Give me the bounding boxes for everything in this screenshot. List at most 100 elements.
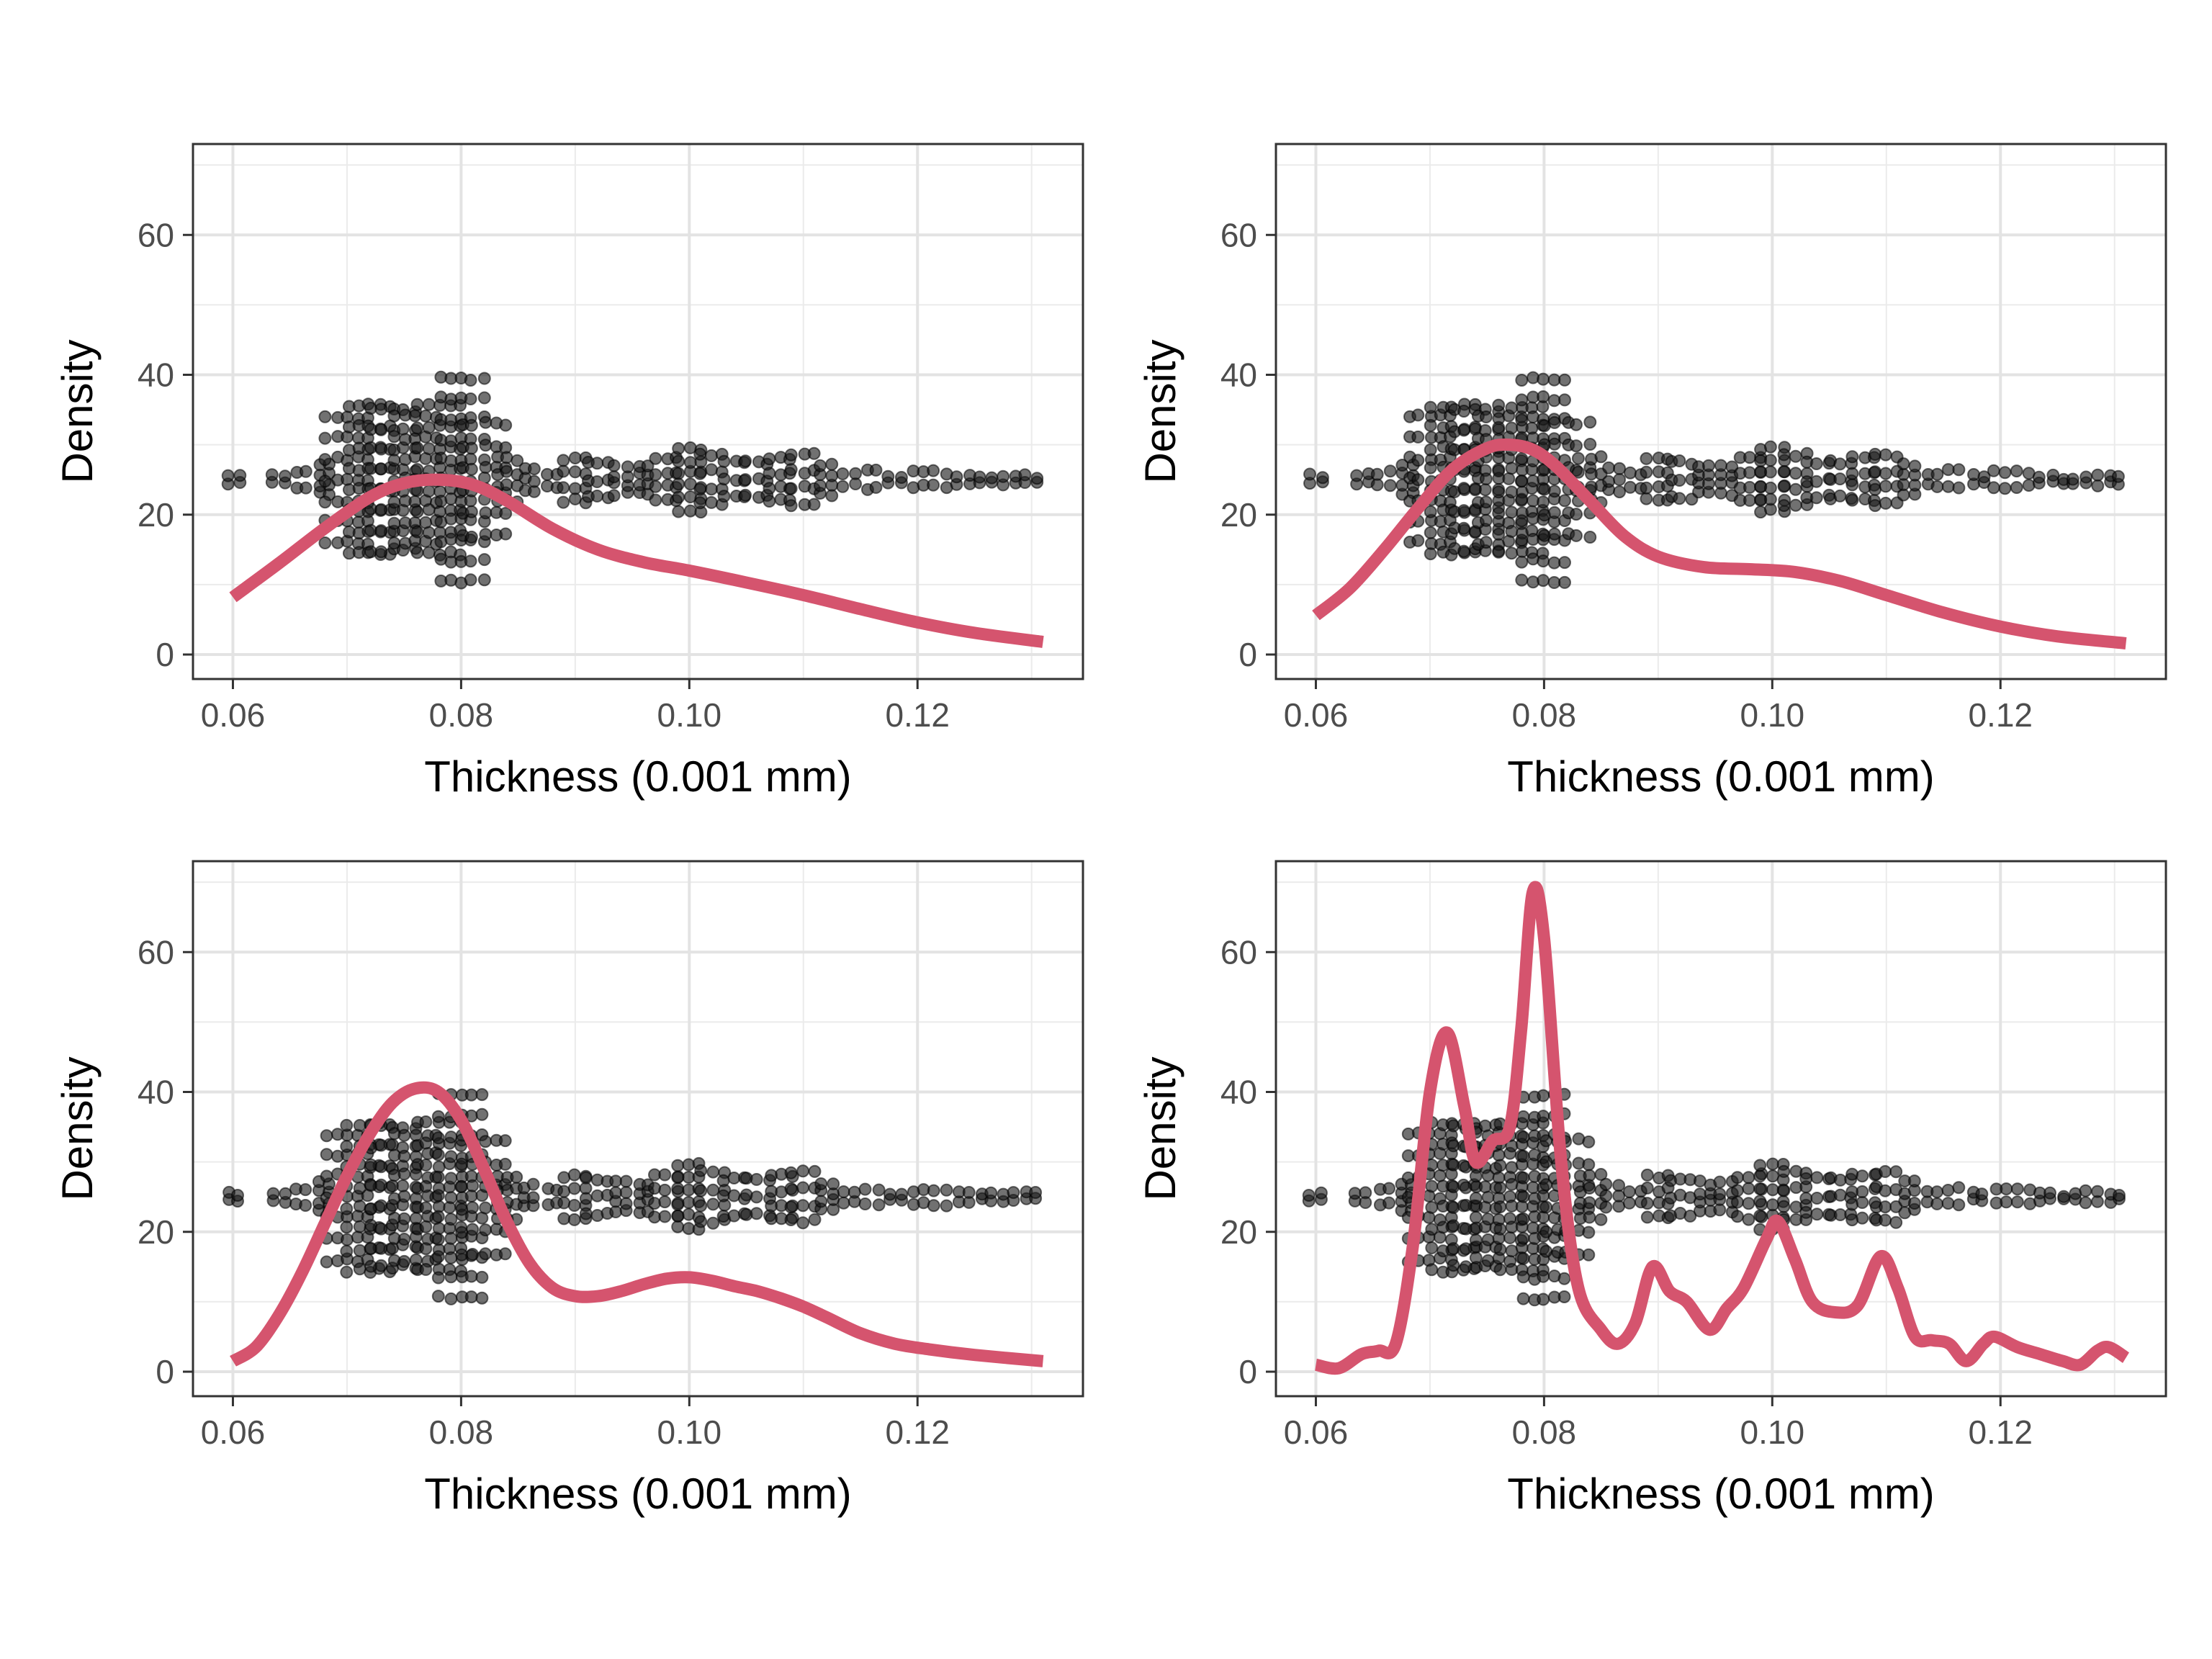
data-point	[1766, 1157, 1779, 1171]
data-point	[1492, 545, 1506, 559]
data-point	[796, 1164, 810, 1178]
data-point	[1018, 468, 1032, 482]
data-point	[477, 553, 491, 567]
data-point	[1810, 1192, 1824, 1205]
data-point	[431, 1189, 445, 1202]
data-point	[1316, 471, 1329, 485]
data-point	[374, 1241, 388, 1255]
data-point	[1383, 464, 1397, 478]
data-point	[1613, 462, 1627, 475]
data-point	[444, 1251, 458, 1264]
data-point	[1382, 1182, 1395, 1195]
x-tick-label: 0.10	[1740, 696, 1805, 734]
data-point	[808, 1164, 822, 1178]
data-point	[1809, 475, 1823, 488]
data-point	[658, 1195, 672, 1209]
data-point	[1547, 437, 1561, 451]
data-point	[498, 1134, 512, 1148]
data-point	[1730, 1210, 1744, 1223]
data-point	[1515, 452, 1529, 466]
data-point	[475, 1291, 489, 1305]
data-point	[374, 1222, 388, 1236]
x-tick-label: 0.08	[429, 1413, 494, 1451]
data-point	[387, 536, 401, 550]
data-point	[1505, 525, 1519, 538]
data-point	[431, 1148, 445, 1161]
data-point	[1624, 480, 1637, 494]
data-point	[410, 397, 424, 411]
data-point	[619, 1197, 633, 1210]
data-point	[1492, 421, 1506, 434]
data-point	[340, 1140, 354, 1154]
data-point	[419, 1136, 433, 1150]
data-point	[444, 1270, 458, 1284]
data-point	[1492, 464, 1506, 477]
data-point	[1537, 1269, 1550, 1283]
data-point	[796, 1216, 810, 1230]
data-point	[1515, 475, 1529, 487]
data-point	[444, 1213, 458, 1226]
data-point	[2010, 481, 2023, 494]
data-point	[1743, 480, 1756, 494]
data-point	[1612, 1179, 1626, 1192]
data-point	[672, 505, 685, 518]
y-tick-label: 40	[138, 356, 174, 394]
data-point	[397, 1167, 411, 1181]
point-cloud	[1302, 1087, 2126, 1307]
data-point	[672, 477, 685, 491]
data-point	[444, 1172, 458, 1185]
data-point	[568, 465, 582, 479]
data-point	[1952, 481, 1966, 495]
y-tick-label: 20	[1220, 496, 1257, 534]
data-point	[716, 1189, 730, 1202]
data-point	[836, 467, 850, 480]
data-point	[1977, 470, 1991, 484]
data-point	[396, 1179, 410, 1192]
data-point	[849, 467, 863, 480]
data-point	[1571, 451, 1585, 465]
data-point	[1879, 467, 1892, 480]
data-point	[364, 441, 377, 454]
data-point	[837, 1185, 850, 1199]
data-point	[579, 1171, 593, 1184]
data-point	[432, 1222, 446, 1235]
data-point	[1952, 1181, 1966, 1195]
data-point	[1479, 410, 1493, 423]
data-point	[1673, 492, 1686, 505]
data-point	[1640, 1168, 1654, 1182]
data-point	[1845, 478, 1859, 492]
data-point	[1640, 481, 1653, 495]
data-point	[1547, 527, 1561, 541]
data-point	[1583, 415, 1597, 429]
data-point	[1539, 1134, 1553, 1148]
data-point	[796, 1199, 810, 1213]
data-point	[717, 454, 731, 468]
data-point	[374, 1199, 388, 1213]
data-point	[1505, 505, 1519, 519]
data-point	[353, 1119, 367, 1132]
data-point	[1459, 1242, 1473, 1256]
data-point	[750, 1190, 763, 1204]
data-point	[1833, 489, 1847, 503]
data-point	[1515, 493, 1529, 506]
data-point	[1493, 1159, 1507, 1172]
data-point	[498, 1247, 512, 1261]
data-point	[387, 495, 401, 509]
data-point	[1411, 473, 1425, 487]
data-point	[706, 1197, 720, 1211]
data-point	[940, 1199, 953, 1213]
point-cloud	[222, 1087, 1043, 1305]
data-point	[374, 503, 388, 516]
data-point	[479, 1201, 493, 1215]
y-tick-label: 20	[138, 1213, 174, 1251]
data-point	[444, 1150, 458, 1164]
data-point	[557, 454, 570, 467]
data-point	[1516, 1292, 1530, 1305]
y-tick-label: 0	[1238, 1353, 1257, 1390]
data-point	[1479, 472, 1493, 486]
data-point	[814, 1195, 828, 1208]
data-point	[1730, 1184, 1744, 1197]
data-point	[807, 498, 821, 511]
data-point	[1907, 1174, 1921, 1188]
data-point	[1537, 1189, 1550, 1202]
